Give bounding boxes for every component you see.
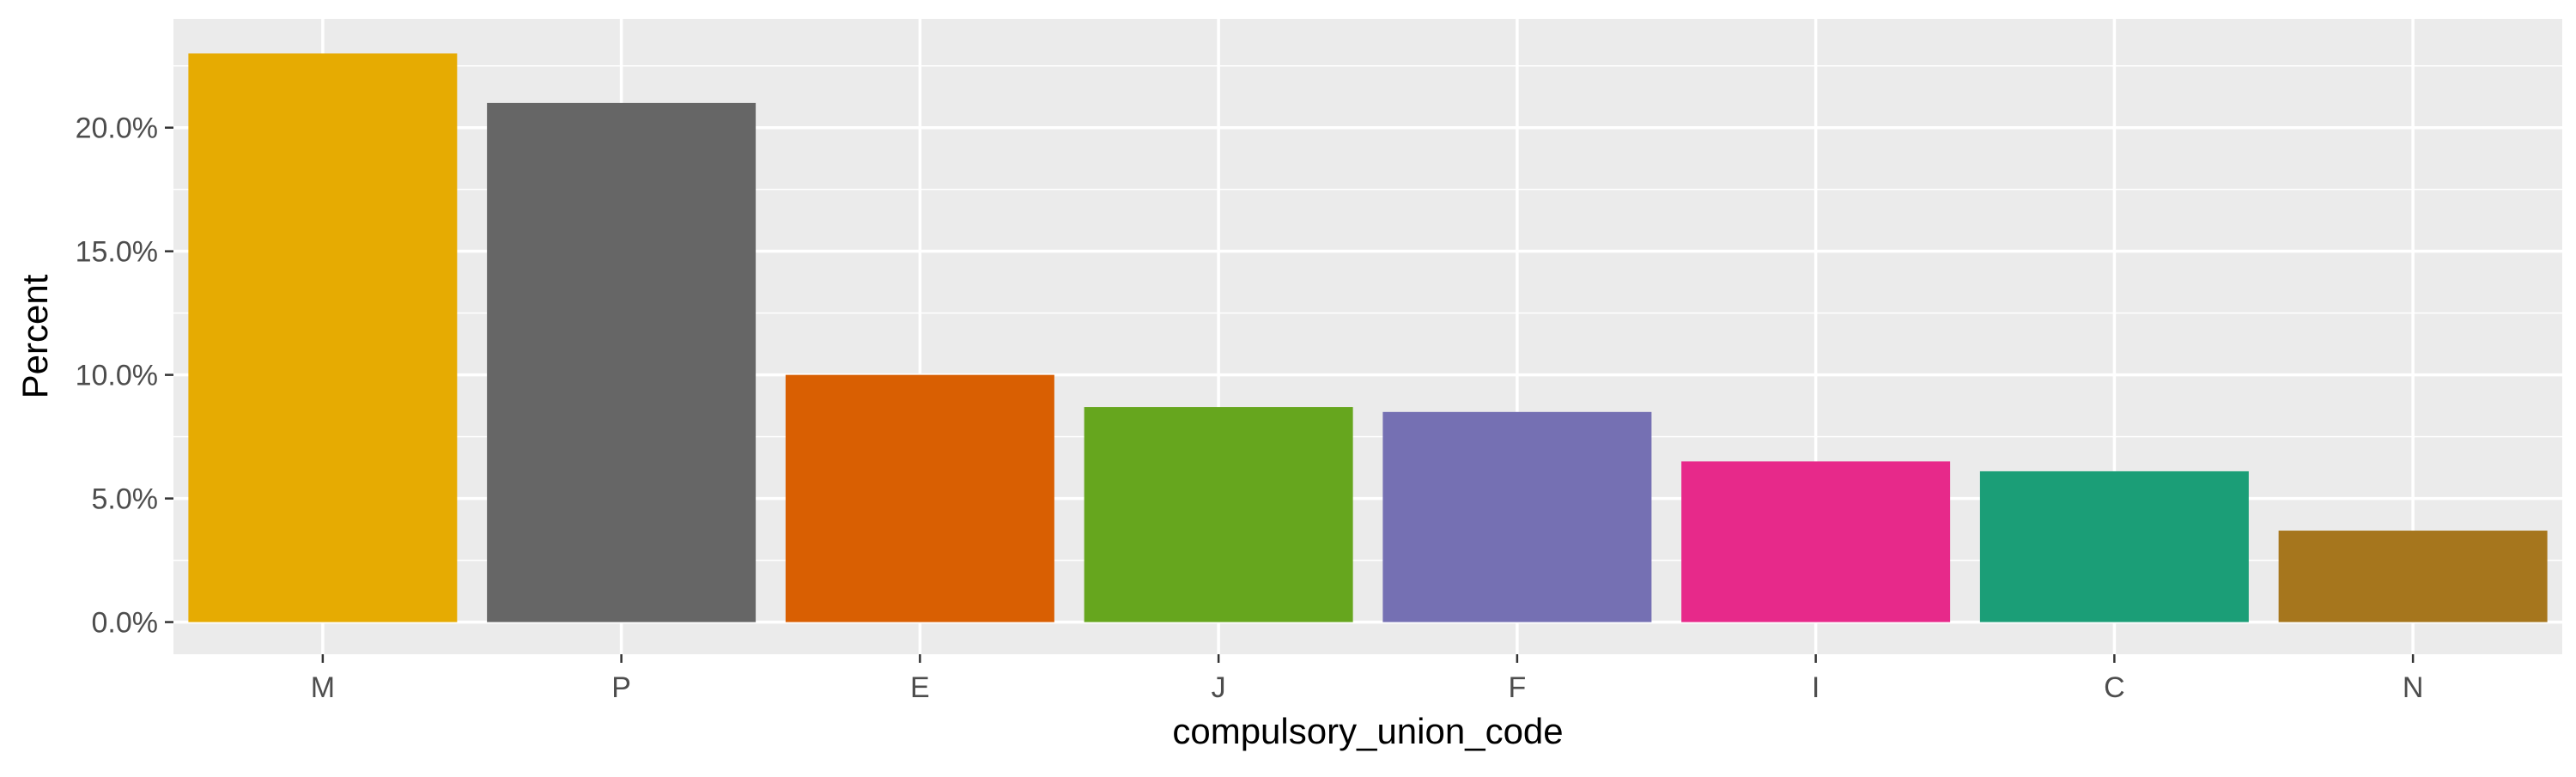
bar-F <box>1382 411 1652 622</box>
bar-M <box>188 53 458 622</box>
bar-N <box>2278 531 2548 622</box>
y-tick-label: 15.0% <box>76 236 158 269</box>
x-tick-label: I <box>1812 671 1820 704</box>
bar-P <box>487 102 756 622</box>
x-tick-label: F <box>1508 671 1526 704</box>
bar-J <box>1084 407 1353 622</box>
y-tick-label: 5.0% <box>92 483 159 516</box>
y-axis: 0.0% 5.0% 10.0% 15.0% 20.0% <box>76 112 173 640</box>
y-axis-title: Percent <box>15 274 55 398</box>
x-tick-label: C <box>2104 671 2125 704</box>
x-tick-label: E <box>910 671 930 704</box>
y-tick-label: 20.0% <box>76 112 158 145</box>
y-tick-label: 10.0% <box>76 360 158 392</box>
x-tick-label: M <box>311 671 335 704</box>
y-tick-label: 0.0% <box>92 607 159 640</box>
bar-I <box>1681 461 1951 622</box>
x-axis-title: compulsory_union_code <box>1172 711 1563 751</box>
bar-E <box>785 374 1054 622</box>
bars <box>188 53 2548 622</box>
bar-C <box>1979 470 2249 622</box>
x-tick-label: N <box>2403 671 2424 704</box>
x-tick-label: J <box>1212 671 1226 704</box>
x-tick-label: P <box>611 671 631 704</box>
